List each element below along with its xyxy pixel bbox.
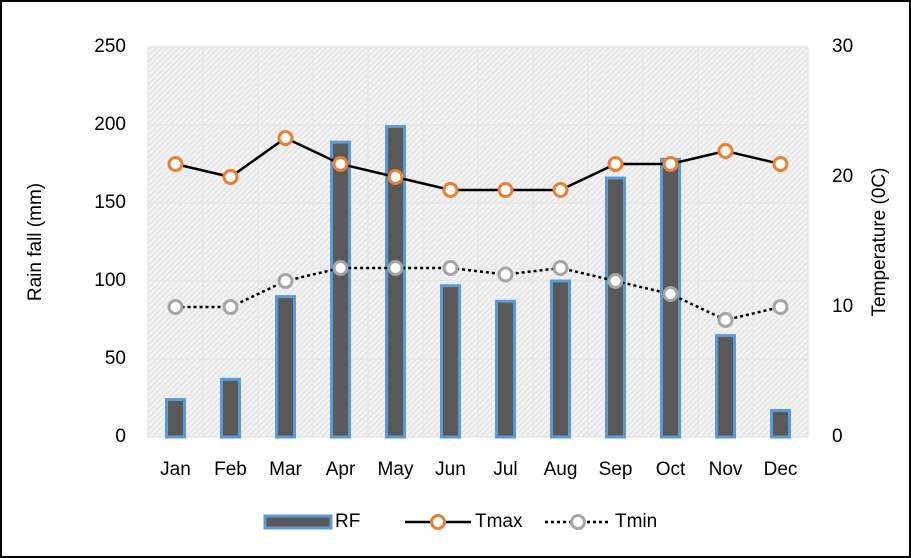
marker	[497, 266, 514, 283]
marker	[552, 260, 569, 276]
y-axis-title: Rain fall (mm)	[25, 183, 46, 301]
marker	[662, 156, 679, 172]
bar	[550, 279, 571, 439]
marker	[387, 169, 404, 185]
marker	[222, 169, 239, 185]
marker	[222, 299, 239, 315]
y-tick-label: 100	[94, 270, 126, 291]
legend-label: RF	[335, 511, 360, 532]
x-tick-label: Jul	[493, 459, 517, 480]
bar	[440, 284, 461, 439]
bar	[770, 408, 791, 439]
x-tick-label: Jan	[160, 459, 191, 480]
legend-swatch	[263, 514, 333, 530]
y-tick-label: 0	[115, 426, 126, 447]
x-tick-label: Sep	[599, 459, 633, 480]
bar	[715, 334, 736, 439]
x-tick-label: Mar	[269, 459, 302, 480]
marker	[442, 260, 459, 276]
marker	[387, 260, 404, 276]
legend-label: Tmin	[615, 511, 657, 532]
line	[175, 136, 781, 192]
y-tick-label: 150	[94, 192, 126, 213]
x-tick-label: Nov	[709, 459, 743, 480]
x-tick-label: Aug	[544, 459, 578, 480]
bar	[275, 295, 296, 439]
y2-tick-label: 30	[832, 36, 853, 57]
marker	[442, 182, 459, 198]
bar	[385, 125, 406, 439]
y2-tick-label: 10	[832, 296, 853, 317]
marker	[552, 182, 569, 198]
marker	[607, 273, 624, 289]
y-tick-label: 250	[94, 36, 126, 57]
legend-label: Tmax	[475, 511, 523, 532]
x-tick-label: Feb	[214, 459, 247, 480]
marker	[662, 286, 679, 302]
y2-axis-title: Temperature (0C)	[869, 168, 890, 317]
y2-tick-label: 0	[832, 426, 843, 447]
x-tick-label: Dec	[764, 459, 798, 480]
x-tick-label: Apr	[326, 459, 356, 480]
x-tick-label: Oct	[656, 459, 686, 480]
legend-marker	[570, 514, 586, 530]
line	[175, 266, 781, 322]
marker	[332, 156, 349, 172]
marker	[772, 156, 789, 172]
marker	[717, 312, 734, 328]
marker	[772, 299, 789, 315]
legend-marker	[430, 514, 446, 530]
marker	[167, 156, 184, 172]
marker	[607, 156, 624, 172]
marker	[332, 260, 349, 276]
marker	[497, 182, 514, 198]
marker	[717, 143, 734, 159]
marker	[277, 273, 294, 289]
y-tick-label: 50	[105, 348, 126, 369]
bar	[330, 140, 351, 439]
x-tick-label: May	[378, 459, 414, 480]
bar	[495, 299, 516, 439]
bar	[220, 377, 241, 439]
y-tick-label: 200	[94, 114, 126, 135]
marker	[167, 299, 184, 315]
x-tick-label: Jun	[435, 459, 466, 480]
y2-tick-label: 20	[832, 166, 853, 187]
bar	[165, 398, 186, 439]
marker	[277, 130, 294, 146]
bar	[605, 176, 626, 439]
